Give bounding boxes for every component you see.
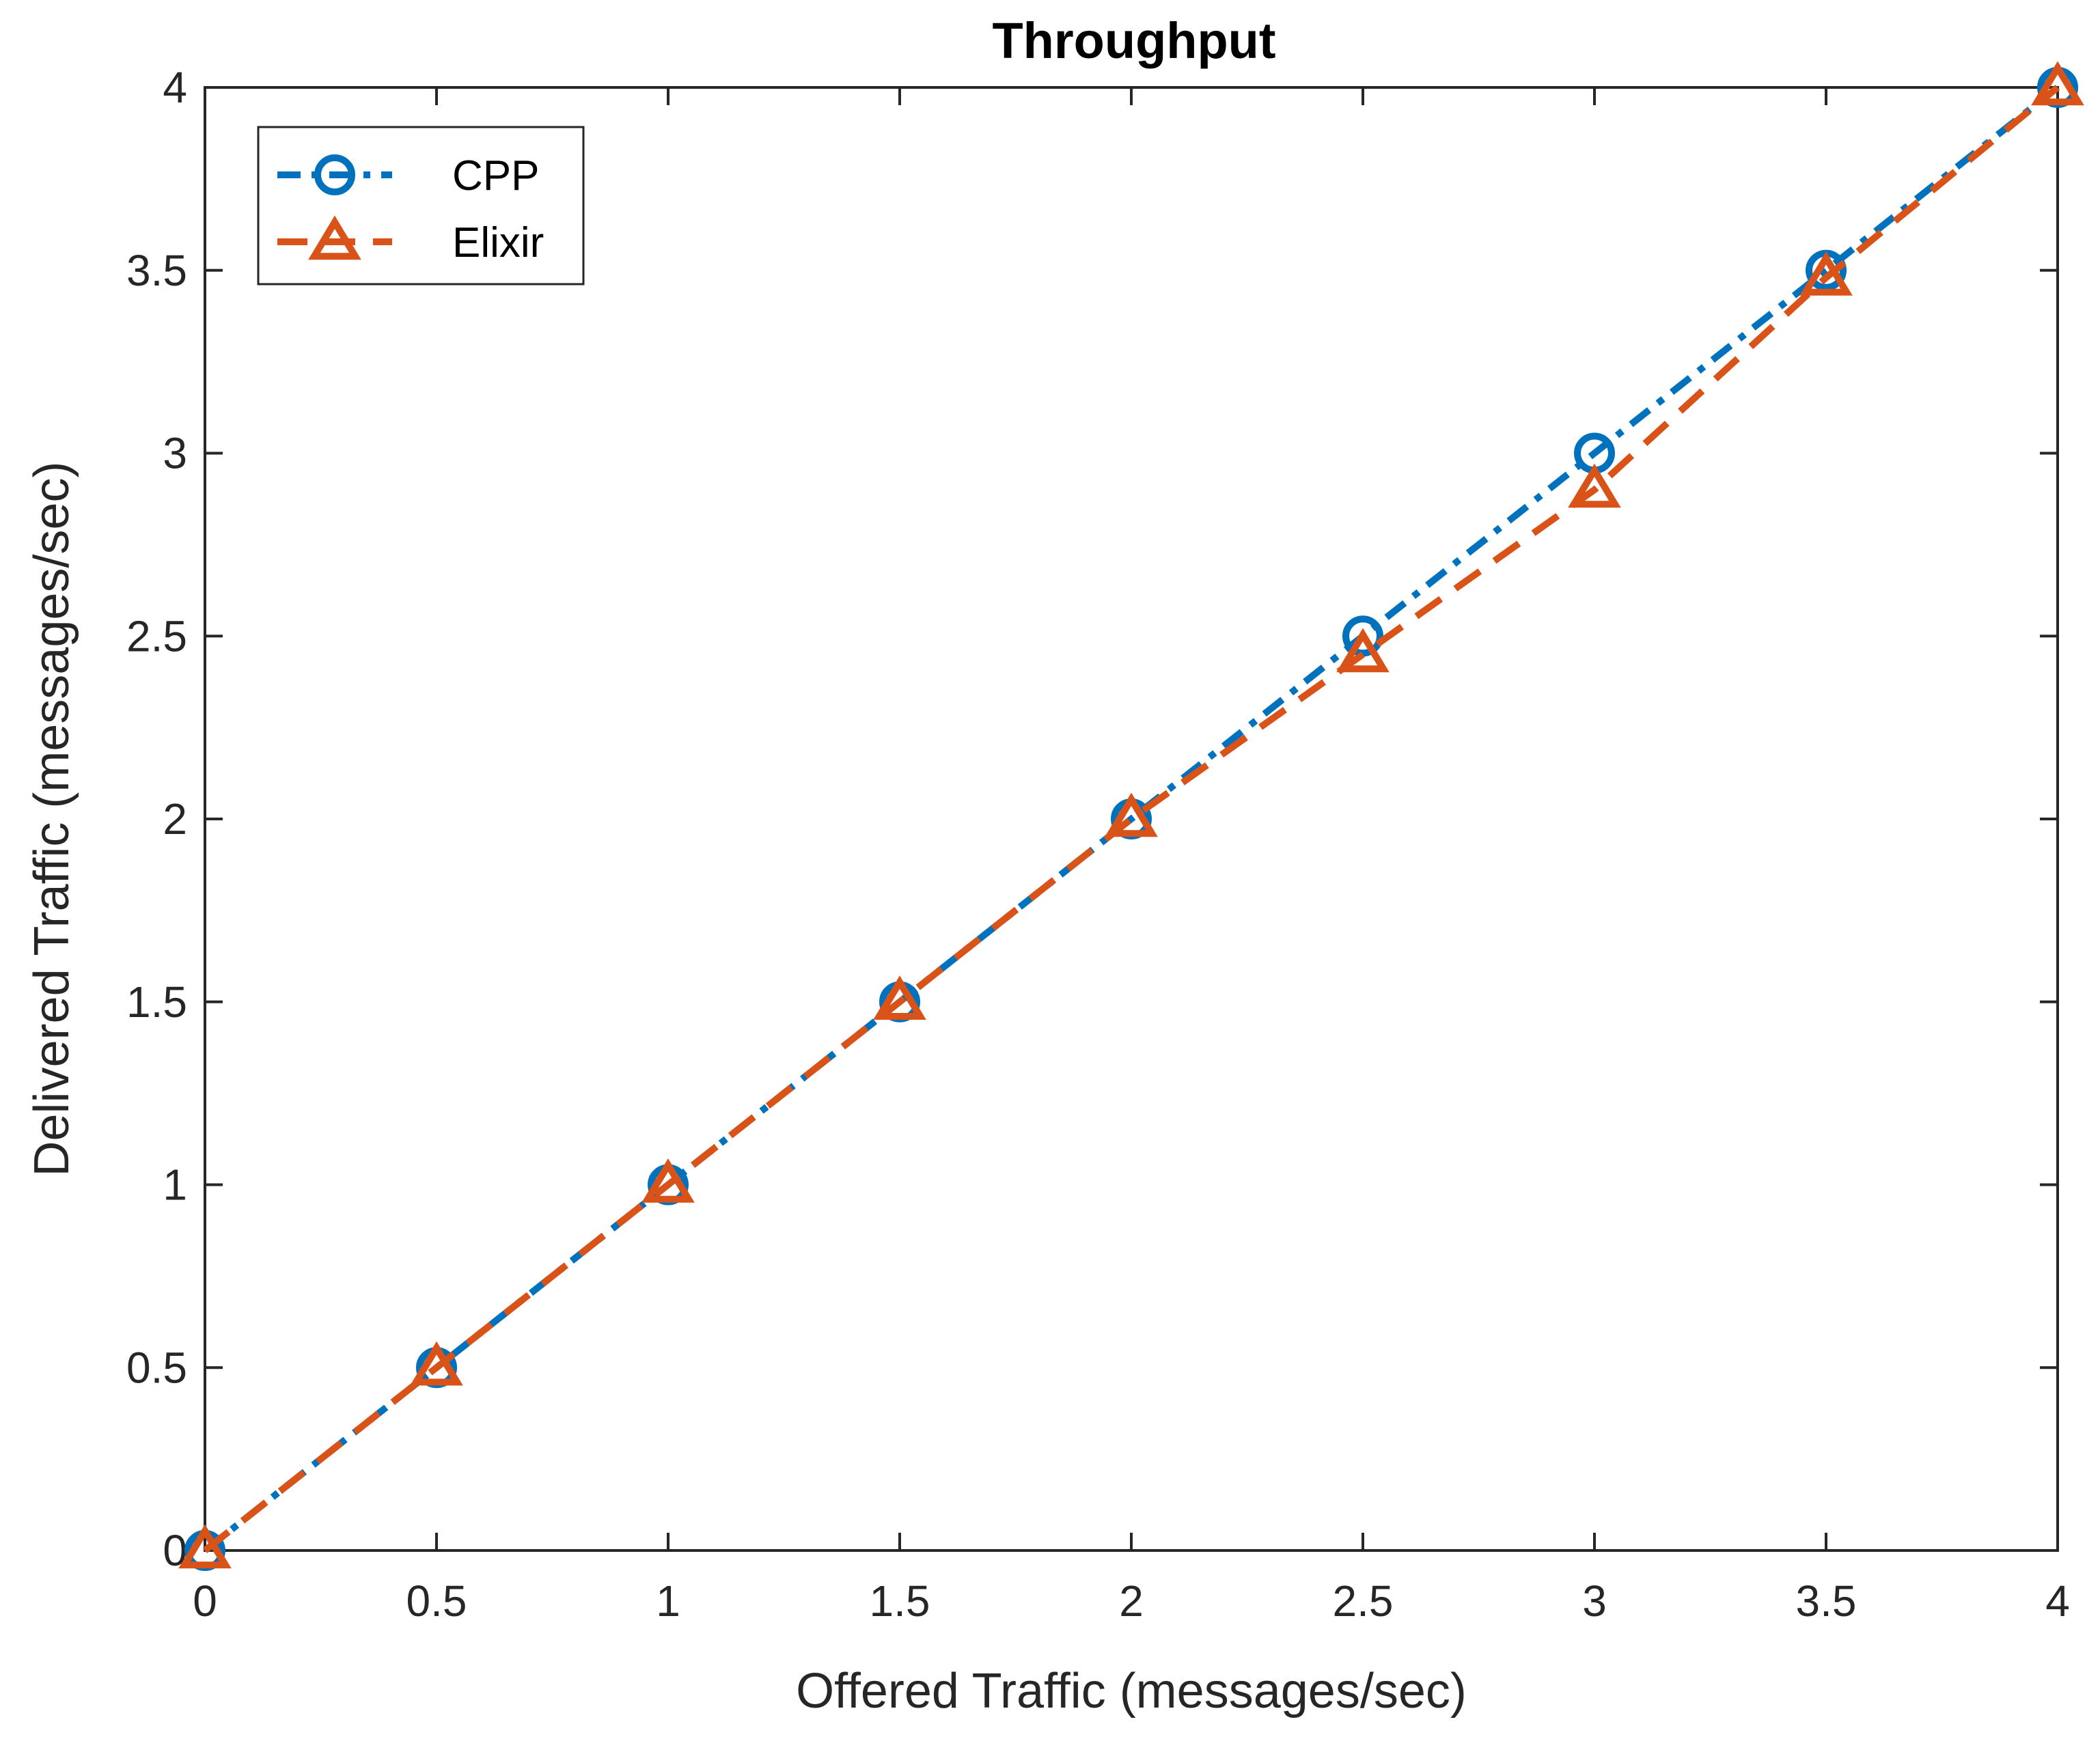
data-point-elixir bbox=[410, 1341, 463, 1386]
data-point-elixir bbox=[1105, 792, 1158, 837]
data-point-elixir bbox=[2031, 61, 2084, 106]
x-tick-label: 2 bbox=[1119, 1576, 1144, 1626]
x-tick-label: 3 bbox=[1582, 1576, 1607, 1626]
x-axis-label: Offered Traffic (messages/sec) bbox=[796, 1664, 1467, 1719]
data-point-elixir bbox=[1336, 628, 1390, 673]
data-point-elixir bbox=[178, 1524, 232, 1569]
legend-entry-cpp: CPP bbox=[277, 152, 539, 199]
y-tick-label: 4 bbox=[163, 63, 187, 112]
y-tick-label: 1 bbox=[163, 1160, 187, 1210]
legend-label-elixir: Elixir bbox=[452, 219, 544, 266]
x-tick-label: 1.5 bbox=[870, 1576, 930, 1626]
legend-marker-elixir bbox=[308, 215, 361, 260]
data-point-elixir bbox=[1799, 251, 1853, 296]
y-axis-label: Delivered Traffic (messages/sec) bbox=[25, 461, 79, 1176]
y-tick-label: 3.5 bbox=[126, 246, 187, 295]
y-tick-label: 1.5 bbox=[126, 977, 187, 1027]
x-tick-label: 0.5 bbox=[406, 1576, 467, 1626]
x-tick-label: 4 bbox=[2045, 1576, 2070, 1626]
ticks-layer: 0 0.5 1 1.5 2 2.5 3 3.5 400.511.522.533.54 bbox=[126, 63, 2070, 1626]
y-tick-label: 0.5 bbox=[126, 1343, 187, 1392]
x-tick-label: 3.5 bbox=[1796, 1576, 1857, 1626]
legend: CPP Elixir bbox=[257, 126, 585, 286]
y-tick-label: 2 bbox=[163, 794, 187, 844]
series-elixir bbox=[178, 61, 2084, 1569]
chart-title: Throughput bbox=[992, 12, 1275, 69]
legend-entry-elixir: Elixir bbox=[277, 215, 544, 266]
data-point-cpp bbox=[1342, 615, 1383, 657]
series-layer bbox=[178, 61, 2084, 1571]
y-tick-label: 3 bbox=[163, 429, 187, 478]
x-tick-label: 2.5 bbox=[1333, 1576, 1394, 1626]
series-line-elixir bbox=[202, 85, 2060, 1553]
x-tick-label: 1 bbox=[656, 1576, 680, 1626]
plot-area-frame bbox=[204, 86, 2059, 1552]
data-point-elixir bbox=[1568, 463, 1621, 508]
series-line-cpp bbox=[202, 85, 2060, 1553]
data-point-elixir bbox=[641, 1158, 695, 1203]
legend-marker-cpp bbox=[314, 154, 355, 195]
data-point-elixir bbox=[873, 975, 926, 1020]
y-tick-label: 2.5 bbox=[126, 611, 187, 660]
legend-label-cpp: CPP bbox=[452, 152, 539, 199]
x-tick-label: 0 bbox=[193, 1576, 217, 1626]
